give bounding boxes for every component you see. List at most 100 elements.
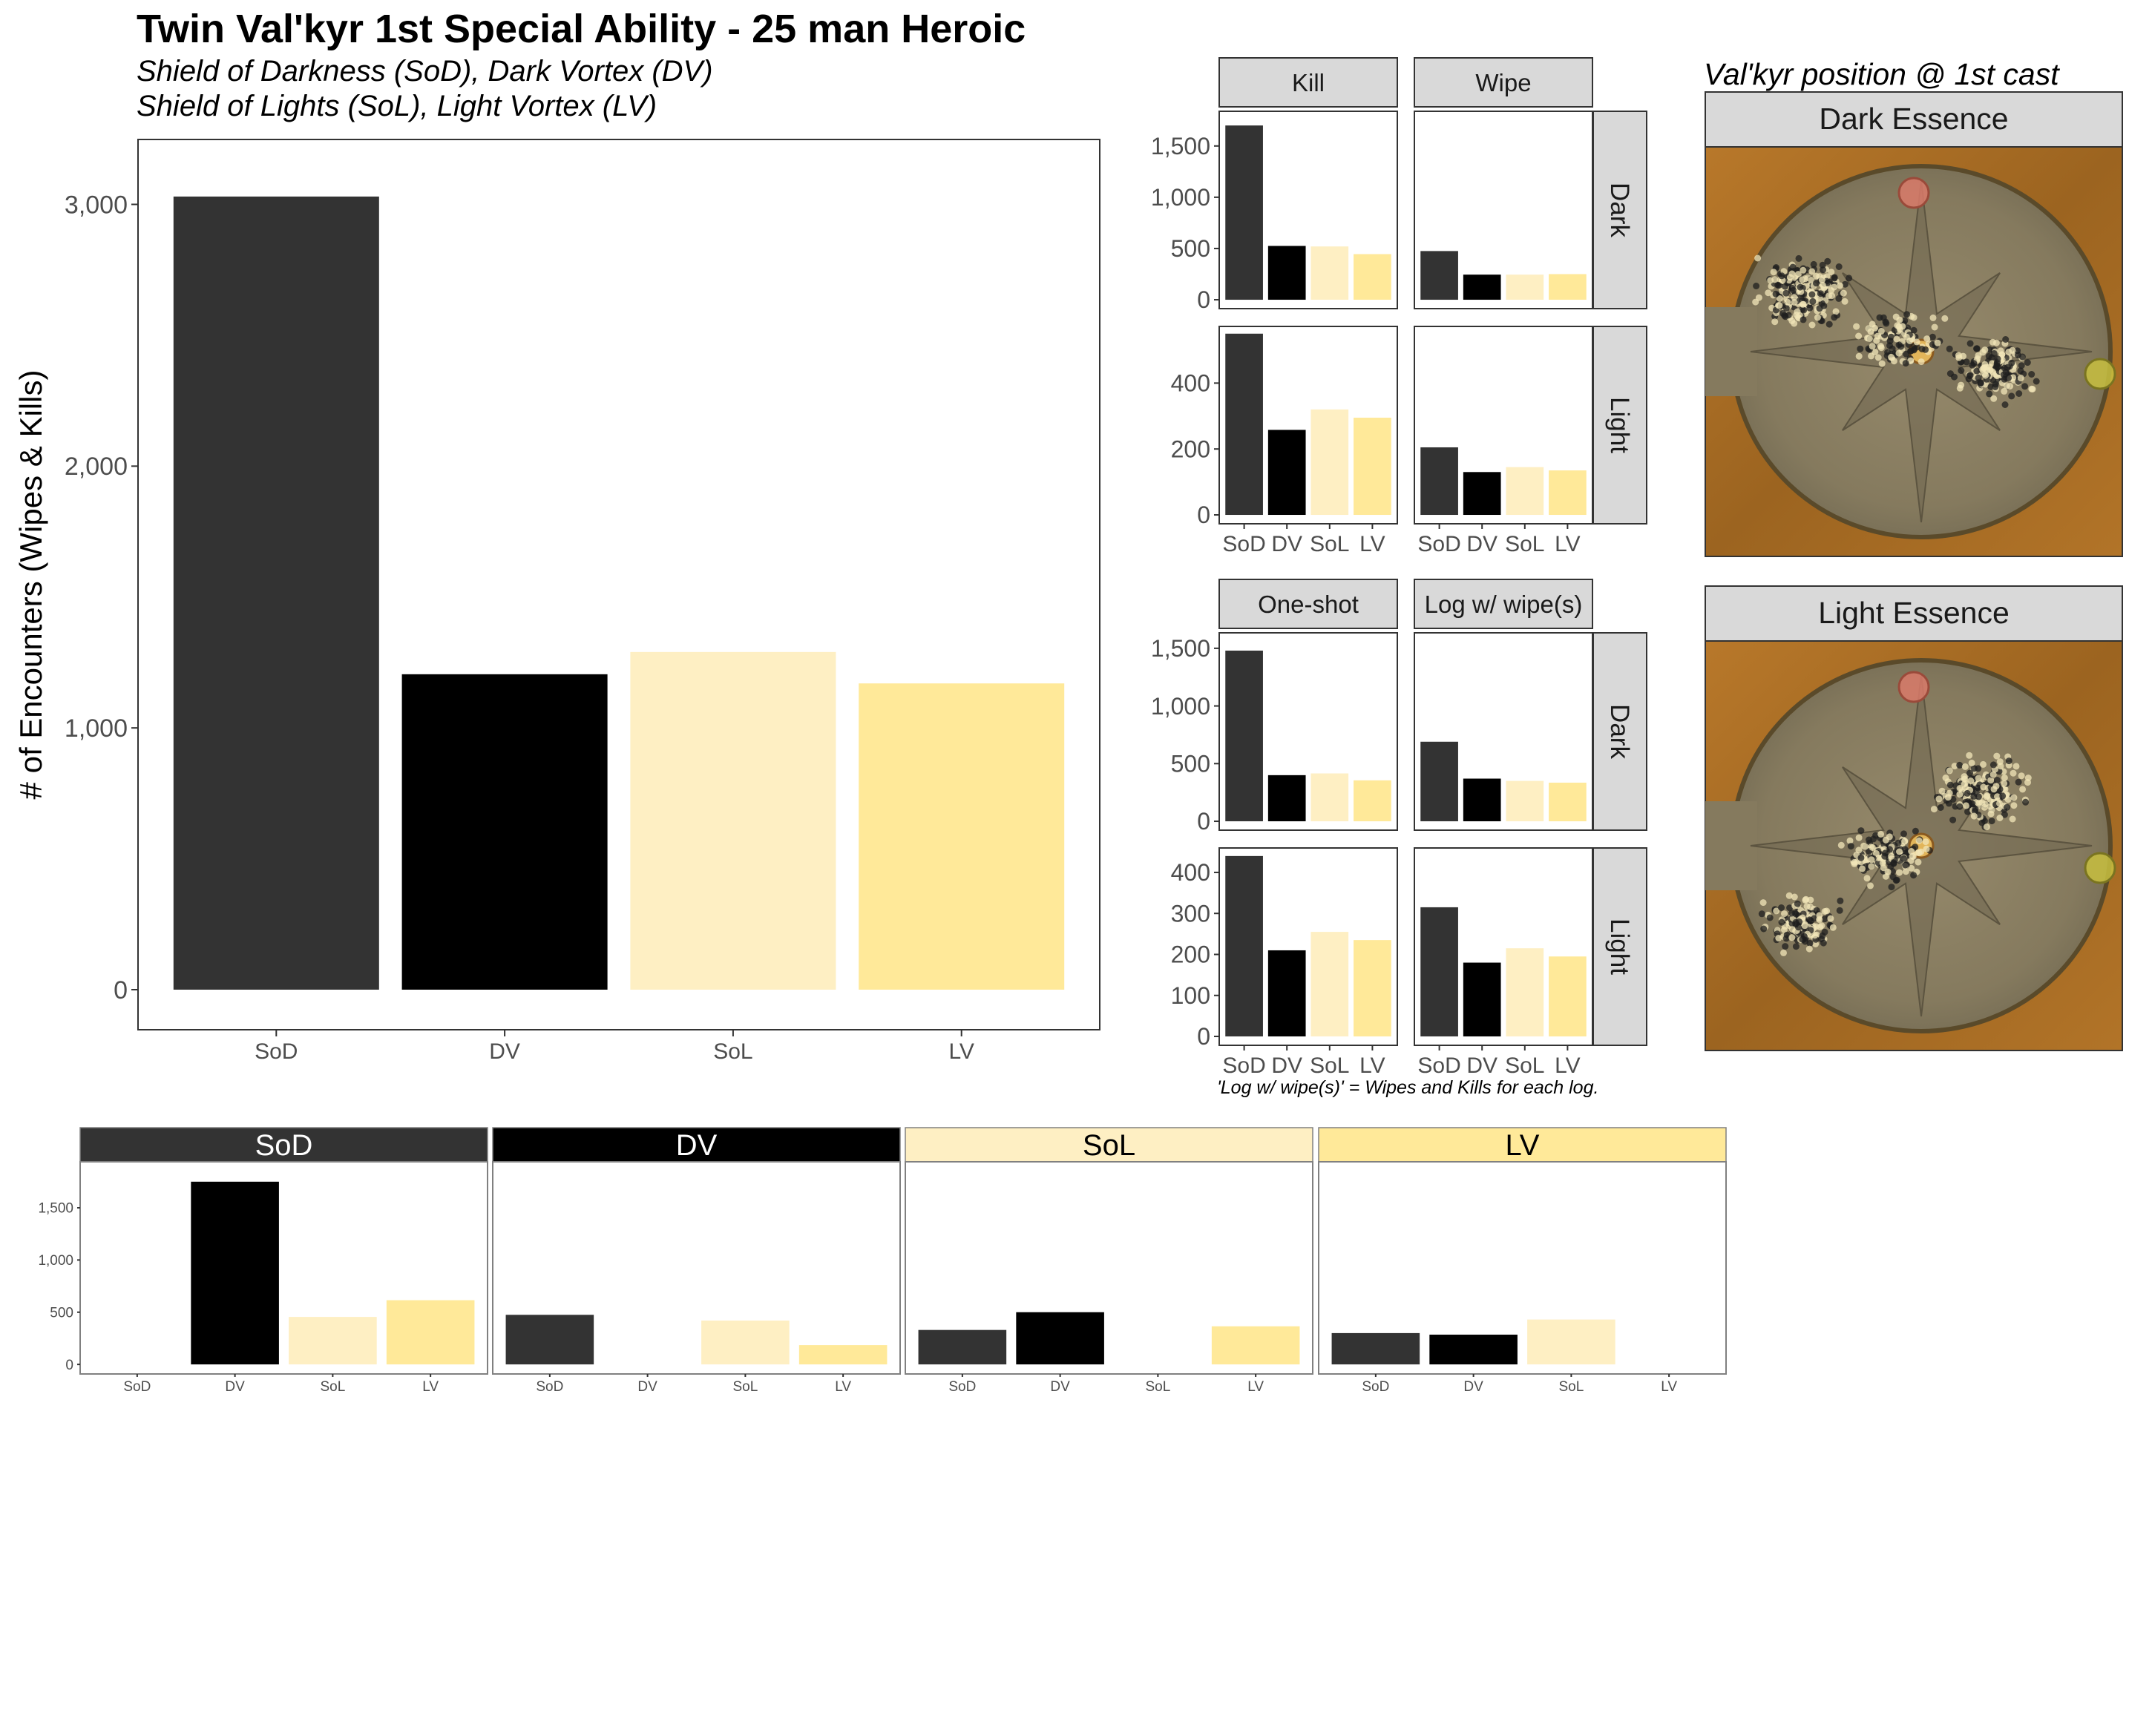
map-light-position-point (1759, 899, 1767, 907)
ol-light-log-w-wipe-s-bar-sol (1506, 948, 1544, 1037)
map-dark-north-mark (1897, 177, 1930, 209)
map-dark-position-point (1819, 281, 1826, 289)
figure-title: Twin Val'kyr 1st Special Ability - 25 ma… (137, 7, 1026, 51)
map-light-position-point (1863, 875, 1871, 882)
tr-strip-label-dv: DV (676, 1129, 718, 1162)
main-ylabel-1000: 1,000 (65, 714, 128, 743)
ol-light-one-shot: SoD DV SoL LV 0 100 200 300 400 (1171, 847, 1398, 1078)
map-dark-position-point (1867, 328, 1874, 335)
main-bar-lv (859, 683, 1065, 990)
map-dark-position-point (1784, 298, 1791, 306)
map-dark-position-point (1810, 260, 1817, 268)
kw-dark-wipe-bar-sod (1420, 251, 1458, 300)
kw-dark-kill-ylabel-0: 0 (1197, 286, 1210, 313)
map-light-position-point (1937, 804, 1944, 811)
map-light-position-point (1788, 934, 1796, 941)
map-light-position-point (1778, 918, 1785, 926)
map-dark-position-point (1888, 353, 1895, 361)
map-dark-position-point (1800, 266, 1807, 274)
map-dark-position-point (2002, 336, 2010, 343)
map-dark-position-point (2005, 374, 2012, 381)
tr-lv-xlabel-sol: SoL (1558, 1379, 1584, 1395)
map-light-position-point (2019, 786, 2027, 793)
map-dark-position-point (1853, 323, 1860, 330)
main-xlabel-sod: SoD (255, 1039, 298, 1064)
map-light-position-point (1881, 852, 1889, 860)
map-light-position-point (1846, 837, 1854, 844)
map-dark-position-point (1923, 335, 1931, 343)
map-dark-point-cluster-1 (1752, 254, 1853, 329)
map-dark-position-point (1946, 345, 1953, 352)
map-light-position-point (1766, 914, 1774, 921)
map-dark-position-point (1990, 395, 1998, 402)
map-light-position-point (2001, 786, 2009, 793)
map-light-position-point (1961, 775, 1968, 783)
map-light-position-point (1980, 783, 1987, 791)
map-light-position-point (1900, 830, 1907, 838)
map-light-position-point (2001, 774, 2008, 781)
map-dark-position-point (2001, 387, 2008, 395)
tr-strip-label-sol: SoL (1083, 1129, 1135, 1162)
main-bar-sol (630, 651, 836, 990)
map-light-position-point (1786, 904, 1794, 912)
map-dark-position-point (1997, 347, 2004, 355)
map-light-position-point (1886, 833, 1893, 841)
map-light-image (1705, 640, 2123, 1051)
tr-sol-xlabel-sol: SoL (1145, 1379, 1170, 1395)
map-light-position-point (1890, 859, 1897, 867)
ol-row-label-light: Light (1605, 918, 1634, 975)
map-light-position-point (1836, 907, 1843, 914)
map-light-position-point (2010, 794, 2018, 801)
map-dark-position-point (1973, 345, 1981, 352)
ol-dark-one-shot-ylabel-1500: 1,500 (1151, 635, 1210, 662)
map-dark-position-point (2015, 390, 2023, 397)
map-dark-position-point (2008, 392, 2015, 400)
map-dark-position-point (1806, 304, 1814, 312)
map-light-position-point (1912, 827, 1919, 835)
kw-dark-kill-bar-sod (1225, 125, 1263, 300)
map-light-position-point (1964, 808, 1971, 815)
map-dark-position-point (1878, 360, 1886, 367)
ol-strip-label-one-shot: One-shot (1258, 591, 1359, 618)
kw-dark-wipe-bar-dv (1463, 274, 1501, 300)
map-dark-position-point (2024, 359, 2031, 366)
tr-sod-xlabel-sod: SoD (123, 1379, 151, 1395)
map-dark-position-point (1808, 291, 1816, 298)
kw-row-strip-light (1592, 326, 1647, 525)
main-bar-sod (173, 196, 379, 990)
map-dark-position-point (1765, 289, 1772, 297)
map-dark-position-point (1789, 263, 1797, 271)
kw-strip-label-kill: Kill (1292, 69, 1325, 96)
map-light-entrance (1705, 801, 1757, 890)
kw-light-kill-bar-sol (1310, 409, 1349, 516)
map-dark-position-point (1817, 290, 1824, 297)
map-dark-position-point (2001, 364, 2008, 372)
map-light-position-point (1780, 949, 1787, 956)
map-light-position-point (1877, 830, 1885, 838)
map-light-position-point (2010, 802, 2018, 809)
map-light-position-point (1869, 844, 1876, 851)
map-dark-position-point (1754, 254, 1762, 262)
map-light-position-point (1807, 896, 1814, 904)
map-light-position-point (1886, 846, 1893, 853)
map-dark-entrance (1705, 307, 1757, 396)
map-panels: Dark Essence Light Essence (1705, 91, 2123, 1051)
map-light-position-point (1782, 935, 1790, 942)
tr-sod: SoD DV SoL LV 0 500 1,000 1,500 (38, 1161, 488, 1395)
map-dark-position-point (2008, 359, 2015, 366)
map-dark-position-point (1791, 299, 1798, 306)
tr-sod-xlabel-sol: SoL (320, 1379, 345, 1395)
kw-light-kill-xlabel-dv: DV (1271, 532, 1302, 556)
tr-sol-xlabel-lv: LV (1247, 1379, 1264, 1395)
map-light-position-point (2001, 780, 2008, 787)
map-light-position-point (1990, 786, 1998, 793)
map-dark-position-point (1782, 305, 1790, 312)
map-light-position-point (1967, 777, 1975, 784)
map-light-position-point (1930, 806, 1938, 813)
main-bar-dv (401, 674, 608, 990)
map-dark-position-point (1813, 280, 1820, 287)
map-light-position-point (1956, 761, 1964, 769)
kw-light-kill-ylabel-200: 200 (1171, 435, 1210, 462)
map-dark-strip-label: Dark Essence (1819, 102, 2008, 136)
